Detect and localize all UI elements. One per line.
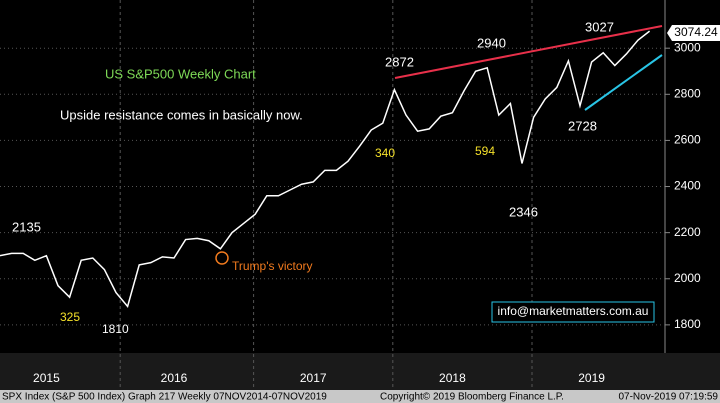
annotation: 1810 (102, 322, 129, 336)
price-line (0, 30, 651, 308)
x-tick-label: 2019 (578, 371, 605, 385)
event-marker (215, 251, 229, 265)
resistance-line (394, 25, 663, 79)
watermark: info@marketmatters.com.au (498, 304, 649, 318)
support-line (584, 54, 663, 111)
annotation: 2346 (509, 204, 538, 219)
footer-copyright: Copyright© 2019 Bloomberg Finance L.P. (380, 392, 564, 403)
last-price-box (667, 25, 720, 41)
annotation: Trump's victory (232, 259, 313, 273)
footer-date: 07-Nov-2019 07:19:59 (618, 392, 718, 403)
annotation: 2135 (12, 219, 41, 234)
x-axis-band (0, 353, 720, 390)
annotation: Upside resistance comes in basically now… (60, 107, 303, 122)
y-tick-label: 2800 (674, 86, 701, 100)
x-tick-label: 2015 (33, 371, 60, 385)
annotation: 340 (375, 146, 395, 160)
annotation: 2728 (568, 118, 597, 133)
y-tick-label: 2200 (674, 225, 701, 239)
y-tick-label: 2400 (674, 179, 701, 193)
annotation: 325 (60, 310, 80, 324)
y-tick-label: 1800 (674, 317, 701, 331)
footer-band (0, 390, 720, 403)
y-tick-label: 2000 (674, 271, 701, 285)
y-tick-label: 2600 (674, 133, 701, 147)
y-tick-label: 3000 (674, 40, 701, 54)
footer-left: SPX Index (S&P 500 Index) Graph 217 Week… (2, 392, 327, 403)
annotation: 594 (475, 144, 495, 158)
annotation: 3027 (585, 19, 614, 34)
watermark-box (491, 301, 655, 323)
annotation: 2872 (385, 54, 414, 69)
annotation: 2940 (477, 35, 506, 50)
x-tick-label: 2017 (300, 371, 327, 385)
annotation: US S&P500 Weekly Chart (105, 66, 256, 81)
last-price: 3074.24 (674, 25, 718, 39)
x-tick-label: 2018 (439, 371, 466, 385)
x-tick-label: 2016 (161, 371, 188, 385)
